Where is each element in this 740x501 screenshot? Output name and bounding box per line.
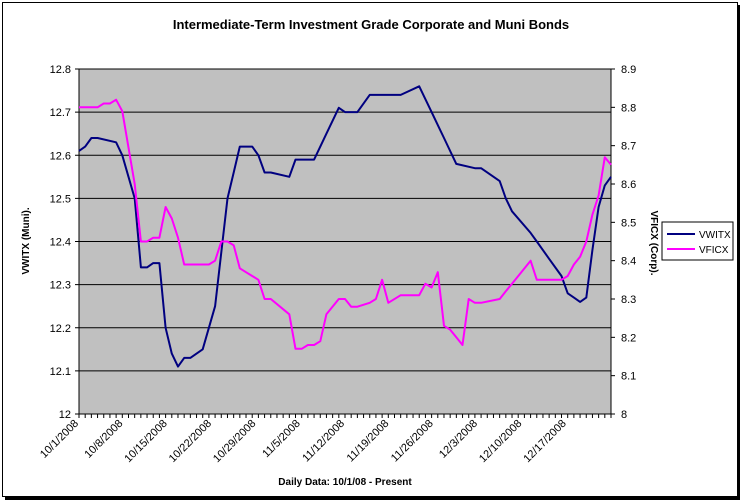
y-axis-label-right: VFICX (Corp).	[648, 211, 659, 276]
left-tick-label: 12.7	[50, 107, 71, 119]
left-tick-label: 12.1	[50, 366, 71, 378]
x-tick-label: 10/29/2008	[211, 418, 258, 465]
right-tick-label: 8.1	[621, 371, 636, 383]
x-axis-ticks: 10/1/2008 10/8/200810/15/200810/22/200810…	[38, 414, 612, 465]
right-tick-label: 8.6	[621, 179, 636, 191]
x-tick-label: 10/15/2008	[122, 418, 169, 465]
chart-title: Intermediate-Term Investment Grade Corpo…	[173, 17, 569, 32]
left-tick-label: 12.6	[50, 150, 71, 162]
chart: Intermediate-Term Investment Grade Corpo…	[21, 17, 734, 488]
y-axis-label-left: VWITX (Muni).	[21, 207, 32, 274]
right-tick-label: 8.7	[621, 141, 636, 153]
legend-label-vficx: VFICX	[699, 245, 729, 256]
right-tick-label: 8.3	[621, 294, 636, 306]
right-axis-ticks: 8 8.1 8.2 8.3 8.4 8.5 8.6 8.7 8.8 8.9	[611, 64, 636, 421]
left-axis-ticks: 12 12.1 12.2 12.3 12.4 12.5 12.6 12.7 12.8	[50, 64, 79, 421]
x-tick-label: 12/3/2008	[437, 418, 480, 461]
left-tick-label: 12.4	[50, 237, 71, 249]
right-tick-label: 8.4	[621, 256, 636, 268]
right-tick-label: 8.9	[621, 64, 636, 76]
x-tick-label: 12/10/2008	[477, 418, 524, 465]
left-tick-label: 12.2	[50, 323, 71, 335]
x-tick-label: 11/5/2008	[260, 418, 303, 461]
right-tick-label: 8	[621, 409, 627, 421]
gridlines	[79, 68, 611, 372]
x-tick-label: 10/22/2008	[167, 418, 214, 465]
x-axis-label: Daily Data: 10/1/08 - Present	[278, 477, 412, 488]
series-line-vficx	[79, 98, 612, 350]
left-tick-label: 12.5	[50, 193, 71, 205]
x-tick-label: 11/12/2008	[300, 418, 347, 465]
left-tick-label: 12.8	[50, 64, 71, 76]
x-tick-label: 10/1/2008	[38, 418, 81, 461]
legend-box	[661, 221, 734, 261]
series-layer	[78, 85, 612, 368]
series-line-vwitx	[78, 85, 612, 368]
x-tick-label: 12/17/2008	[521, 418, 568, 465]
legend: VWITX VFICX	[661, 221, 734, 261]
right-tick-label: 8.5	[621, 217, 636, 229]
x-tick-label: 10/8/2008	[82, 418, 125, 461]
x-tick-label: 11/26/2008	[389, 418, 436, 465]
right-tick-label: 8.8	[621, 102, 636, 114]
legend-label-vwitx: VWITX	[699, 230, 731, 241]
x-tick-label: 11/19/2008	[345, 418, 392, 465]
left-tick-label: 12	[59, 409, 71, 421]
left-tick-label: 12.3	[50, 280, 71, 292]
right-tick-label: 8.2	[621, 332, 636, 344]
